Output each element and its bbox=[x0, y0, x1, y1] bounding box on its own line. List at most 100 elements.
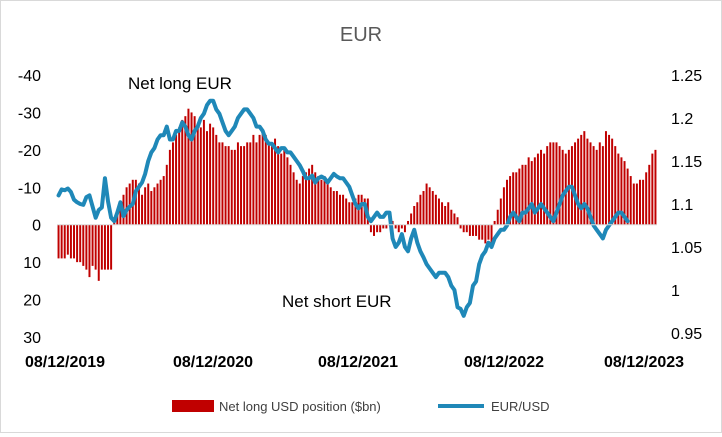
bar-net-long-usd bbox=[150, 191, 153, 225]
bar-net-long-usd bbox=[184, 116, 187, 225]
bar-net-long-usd bbox=[97, 224, 100, 281]
bar-net-long-usd bbox=[252, 134, 255, 225]
bar-net-long-usd bbox=[373, 224, 375, 236]
bar-net-long-usd bbox=[342, 194, 345, 225]
bar-net-long-usd bbox=[209, 123, 212, 225]
bar-net-long-usd bbox=[264, 134, 267, 225]
bar-net-long-usd bbox=[574, 142, 577, 225]
right-axis-tick: 1.15 bbox=[671, 154, 702, 171]
bar-net-long-usd bbox=[277, 146, 280, 225]
bar-net-long-usd bbox=[181, 119, 184, 225]
legend: Net long USD position ($bn) EUR/USD bbox=[172, 399, 550, 414]
bar-net-long-usd bbox=[382, 224, 385, 229]
right-axis-tick: 1.1 bbox=[671, 197, 693, 214]
bar-net-long-usd bbox=[555, 142, 558, 225]
bar-net-long-usd bbox=[434, 194, 437, 225]
bar-net-long-usd bbox=[233, 149, 236, 225]
bar-net-long-usd bbox=[518, 168, 521, 225]
bar-net-long-usd bbox=[629, 176, 632, 225]
bar-net-long-usd bbox=[323, 176, 326, 225]
right-axis-tick: 1.2 bbox=[671, 111, 693, 128]
bar-net-long-usd bbox=[437, 198, 440, 225]
bar-net-long-usd bbox=[502, 187, 505, 225]
bar-net-long-usd bbox=[193, 116, 196, 225]
bar-net-long-usd bbox=[85, 224, 88, 270]
bar-net-long-usd bbox=[512, 172, 515, 225]
bar-net-long-usd bbox=[137, 183, 140, 225]
bar-net-long-usd bbox=[422, 191, 425, 225]
bar-net-long-usd bbox=[187, 108, 190, 225]
bar-net-long-usd bbox=[471, 224, 474, 236]
bar-net-long-usd bbox=[168, 149, 171, 225]
left-axis-tick: -20 bbox=[18, 143, 41, 160]
bar-net-long-usd bbox=[536, 153, 539, 225]
bar-net-long-usd bbox=[416, 202, 419, 225]
bar-net-long-usd bbox=[280, 153, 283, 225]
bar-net-long-usd bbox=[215, 134, 218, 225]
bar-net-long-usd bbox=[530, 161, 533, 225]
bar-net-long-usd bbox=[57, 224, 60, 259]
bar-net-long-usd bbox=[546, 146, 549, 225]
bar-net-long-usd bbox=[490, 224, 493, 244]
bar-net-long-usd bbox=[608, 134, 611, 225]
bar-net-long-usd bbox=[91, 224, 94, 266]
legend-swatch-bars bbox=[172, 400, 214, 412]
bar-net-long-usd bbox=[642, 179, 645, 225]
bar-net-long-usd bbox=[524, 164, 527, 225]
chart-title: EUR bbox=[340, 24, 382, 46]
bar-net-long-usd bbox=[348, 202, 351, 225]
bar-net-long-usd bbox=[66, 224, 69, 255]
left-axis-tick: -30 bbox=[18, 105, 41, 122]
bar-net-long-usd bbox=[141, 194, 144, 225]
bar-net-long-usd bbox=[614, 146, 617, 225]
bar-net-long-usd bbox=[487, 224, 490, 240]
bar-net-long-usd bbox=[119, 202, 122, 225]
bar-net-long-usd bbox=[304, 172, 307, 225]
bar-net-long-usd bbox=[329, 187, 332, 225]
bar-net-long-usd bbox=[617, 153, 620, 225]
bar-net-long-usd bbox=[481, 224, 484, 240]
bar-net-long-usd bbox=[190, 112, 193, 225]
bar-net-long-usd bbox=[261, 131, 264, 225]
bar-net-long-usd bbox=[314, 172, 317, 225]
bar-net-long-usd bbox=[286, 157, 289, 225]
bar-net-long-usd bbox=[270, 146, 273, 225]
bar-net-long-usd bbox=[428, 187, 431, 225]
bar-net-long-usd bbox=[586, 138, 589, 225]
bar-net-long-usd bbox=[475, 224, 478, 236]
bar-net-long-usd bbox=[521, 164, 524, 225]
bar-net-long-usd bbox=[354, 198, 357, 225]
legend-label-line: EUR/USD bbox=[491, 399, 550, 414]
bar-net-long-usd bbox=[413, 206, 416, 225]
bar-net-long-usd bbox=[178, 127, 181, 225]
bar-net-long-usd bbox=[144, 187, 147, 225]
x-axis-tick: 08/12/2019 bbox=[25, 354, 105, 371]
bar-net-long-usd bbox=[103, 224, 106, 270]
bar-net-long-usd bbox=[88, 224, 91, 278]
x-axis-tick: 08/12/2020 bbox=[173, 354, 253, 371]
bar-net-long-usd bbox=[156, 183, 159, 225]
bar-net-long-usd bbox=[249, 142, 252, 225]
bar-net-long-usd bbox=[100, 224, 103, 270]
bar-net-long-usd bbox=[419, 194, 422, 225]
bar-net-long-usd bbox=[311, 164, 314, 225]
bar-net-long-usd bbox=[240, 146, 243, 225]
bar-net-long-usd bbox=[410, 213, 413, 225]
bar-net-long-usd bbox=[400, 224, 403, 229]
bar-net-long-usd bbox=[580, 134, 583, 225]
bar-net-long-usd bbox=[533, 157, 536, 225]
bar-net-long-usd bbox=[394, 224, 397, 229]
bar-net-long-usd bbox=[431, 191, 434, 225]
bar-net-long-usd bbox=[196, 123, 199, 225]
bar-net-long-usd bbox=[623, 161, 626, 225]
legend-label-bars: Net long USD position ($bn) bbox=[219, 399, 381, 414]
bar-net-long-usd bbox=[453, 213, 456, 225]
bar-net-long-usd bbox=[648, 164, 651, 225]
bar-net-long-usd bbox=[459, 224, 462, 229]
bar-net-long-usd bbox=[69, 224, 72, 259]
bar-net-long-usd bbox=[332, 191, 335, 225]
bar-net-long-usd bbox=[274, 138, 277, 225]
bar-net-long-usd bbox=[369, 224, 372, 233]
